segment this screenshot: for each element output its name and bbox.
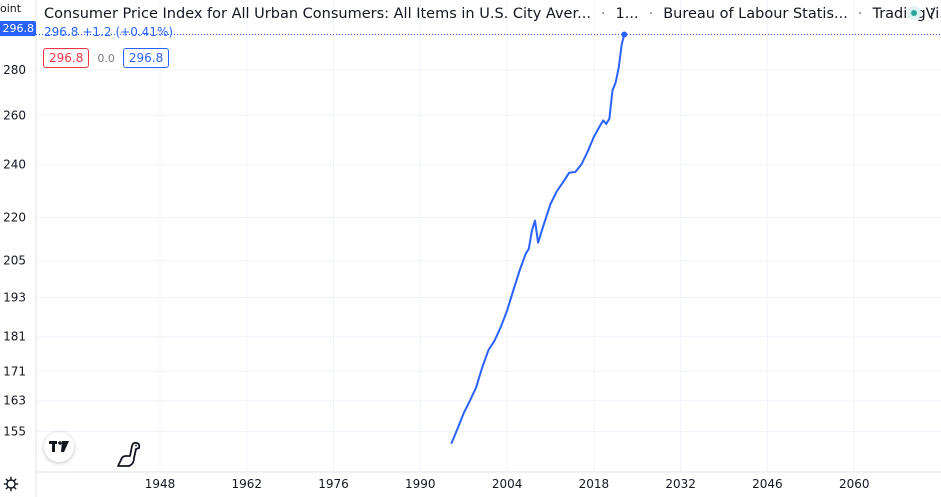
price-readout: 296.8 +1.2 (+0.41%) [44, 25, 173, 39]
price-change-pct: (+0.41%) [115, 25, 174, 39]
market-status-icon[interactable] [907, 6, 921, 20]
x-tick-label: 1990 [405, 477, 436, 491]
x-tick-label: 2060 [839, 477, 870, 491]
tradingview-logo-icon[interactable] [44, 432, 74, 462]
interval-label[interactable]: 1... [615, 6, 639, 22]
x-tick-label: 1948 [145, 477, 176, 491]
y-axis[interactable]: 155 163 171 181 193 205 220 240 260 280 [3, 63, 26, 438]
y-tick-label: 260 [3, 108, 26, 122]
y-tick-label: 220 [3, 210, 26, 224]
y-tick-label: 205 [3, 254, 26, 268]
separator: · [857, 6, 863, 22]
last-price: 296.8 [44, 25, 79, 39]
y-tick-label: 240 [3, 157, 26, 171]
separator: · [648, 6, 654, 22]
sell-button[interactable]: 296.8 [43, 48, 90, 68]
spread-value: 0.0 [97, 51, 115, 65]
trade-buttons: 296.8 0.0 296.8 [43, 48, 170, 68]
y-tick-label: 163 [3, 394, 26, 408]
y-tick-label: 280 [3, 63, 26, 77]
price-change: +1.2 [82, 25, 112, 39]
last-point [621, 31, 628, 38]
y-tick-label: 155 [3, 424, 26, 438]
x-tick-label: 2004 [492, 477, 523, 491]
header-controls: ⋮ [907, 6, 939, 20]
more-options-icon[interactable]: ⋮ [925, 5, 939, 21]
x-tick-label: 2032 [665, 477, 696, 491]
x-tick-label: 1962 [231, 477, 262, 491]
gear-icon[interactable] [3, 476, 19, 492]
grid [36, 0, 941, 472]
dinosaur-icon[interactable] [116, 440, 142, 468]
x-tick-label: 2018 [579, 477, 610, 491]
chart-title[interactable]: Consumer Price Index for All Urban Consu… [44, 6, 591, 22]
y-tick-label: 171 [3, 364, 26, 378]
x-tick-label: 1976 [318, 477, 349, 491]
y-tick-label: 181 [3, 330, 26, 344]
last-price-badge: 296.8 [0, 21, 36, 36]
series-line [450, 34, 626, 445]
buy-button[interactable]: 296.8 [122, 48, 170, 68]
y-tick-label: 193 [3, 290, 26, 304]
x-tick-label: 2046 [752, 477, 783, 491]
tradingview-logo-mark [49, 441, 69, 452]
x-axis[interactable]: 1948 1962 1976 1990 2004 2018 2032 2046 2060 [145, 477, 870, 491]
legend-header[interactable]: Consumer Price Index for All Urban Consu… [44, 4, 941, 24]
separator: · [600, 6, 606, 22]
price-axis-unit: oint [0, 2, 22, 15]
source-label[interactable]: Bureau of Labour Statis... [663, 6, 848, 22]
